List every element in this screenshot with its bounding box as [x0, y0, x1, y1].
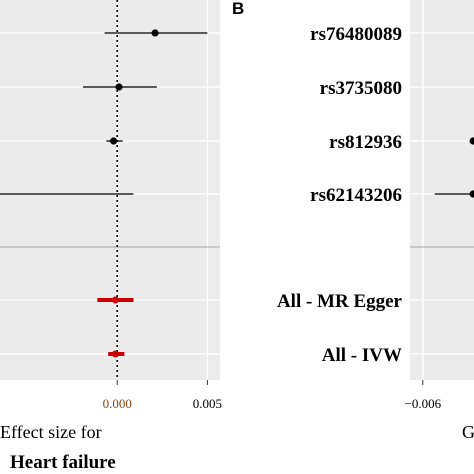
panel-a-point-estimate [111, 296, 119, 304]
panel-b-x-axis-title: G [462, 422, 474, 442]
panel-a-tick-label: 0.000 [103, 396, 132, 411]
panel-b-row-label: All - IVW [322, 345, 402, 366]
panel-b-label: B [232, 0, 244, 18]
panel-a-plot-background [0, 0, 220, 380]
panel-b-row-label: All - MR Egger [277, 291, 403, 312]
panel-a-point-estimate [111, 350, 119, 358]
panel-a-point-estimate [110, 137, 118, 145]
panel-b: B rs76480089 rs3735080 rs812936 rs62143206 A… [232, 0, 474, 442]
panel-b-row-label: rs812936 [329, 132, 402, 153]
panel-b-row-label: rs76480089 [310, 24, 402, 45]
panel-a-x-ticks: 0.000 0.005 [103, 380, 222, 411]
panel-b-row-label: rs62143206 [310, 185, 402, 206]
panel-a-marks [0, 29, 208, 358]
panel-b-x-ticks: −0.006 [405, 380, 442, 411]
panel-b-row-label: rs3735080 [320, 78, 402, 99]
panel-b-point-estimate [469, 137, 474, 145]
panel-a-point-estimate [115, 83, 123, 91]
panel-a: 0.000 0.005 Effect size for Heart failure [0, 0, 222, 473]
panel-a-point-estimate [151, 29, 159, 37]
panel-b-plot-background [410, 0, 474, 380]
panel-b-row-labels: rs76480089 rs3735080 rs812936 rs62143206 All… [277, 24, 403, 366]
panel-b-tick-label: −0.006 [405, 396, 442, 411]
panel-b-point-estimate [469, 190, 474, 198]
panel-b-marks [434, 137, 474, 198]
panel-a-x-axis-title-line2: Heart failure [10, 452, 116, 473]
panel-a-x-axis-title-line1: Effect size for [0, 422, 102, 442]
panel-a-tick-label: 0.005 [193, 396, 222, 411]
